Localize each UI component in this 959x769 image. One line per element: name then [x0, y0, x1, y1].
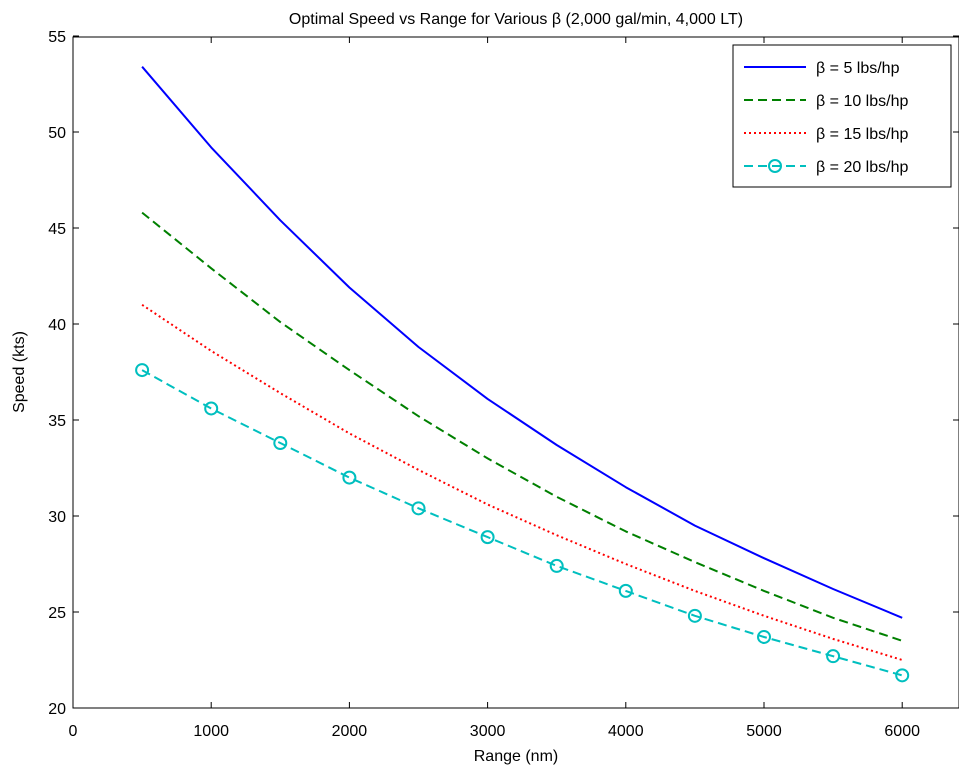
series-line: [141, 66, 903, 619]
series-line: [141, 303, 903, 661]
legend-entry: β = 15 lbs/hp: [744, 126, 908, 143]
series-3: [141, 303, 903, 661]
x-tick-label: 4000: [608, 723, 644, 740]
y-tick-label: 35: [48, 413, 66, 430]
series-2: [141, 211, 903, 642]
y-tick-label: 45: [48, 221, 66, 238]
y-axis-label: Speed (kts): [11, 331, 28, 413]
data-point-marker: [687, 608, 702, 623]
y-tick-label: 20: [48, 701, 66, 718]
x-tick-label: 2000: [332, 723, 368, 740]
data-point-marker: [618, 583, 633, 598]
data-series: [135, 66, 910, 683]
data-point-marker: [411, 501, 426, 516]
legend: β = 5 lbs/hp β = 10 lbs/hp β = 15 lbs/hp β …: [732, 44, 952, 188]
data-point-marker: [757, 629, 771, 644]
data-point-marker: [273, 436, 288, 451]
series-1: [141, 66, 903, 619]
y-tick-label: 50: [48, 125, 66, 142]
legend-entry: β = 5 lbs/hp: [744, 60, 900, 77]
x-tick-label: 5000: [746, 723, 782, 740]
series-line: [141, 369, 903, 677]
x-tick-label: 3000: [470, 723, 506, 740]
axis-ticks: 0 1000 2000 3000 4000 5000 6000 20 25 30 35 40 45 50 5…: [48, 29, 959, 740]
legend-entry: β = 10 lbs/hp: [744, 93, 908, 110]
x-tick-label: 1000: [193, 723, 229, 740]
data-point-marker: [342, 470, 357, 485]
data-point-marker: [135, 363, 150, 378]
legend-label: β = 20 lbs/hp: [816, 159, 908, 176]
data-point-marker: [895, 668, 910, 683]
series-4: [135, 363, 910, 683]
y-tick-label: 40: [48, 317, 66, 334]
data-point-marker: [480, 530, 495, 545]
legend-label: β = 5 lbs/hp: [816, 60, 900, 77]
x-tick-label: 0: [69, 723, 78, 740]
legend-entry: β = 20 lbs/hp: [744, 159, 908, 176]
y-tick-label: 30: [48, 509, 66, 526]
chart-title: Optimal Speed vs Range for Various β (2,…: [289, 11, 743, 28]
series-line: [141, 211, 903, 642]
x-axis-label: Range (nm): [474, 748, 558, 765]
data-point-marker: [826, 649, 841, 664]
data-point-marker: [204, 401, 219, 416]
y-tick-label: 25: [48, 605, 66, 622]
x-tick-label: 6000: [884, 723, 920, 740]
legend-label: β = 15 lbs/hp: [816, 126, 908, 143]
y-tick-label: 55: [48, 29, 66, 46]
legend-marker: [768, 159, 782, 173]
data-point-marker: [549, 558, 564, 573]
legend-label: β = 10 lbs/hp: [816, 93, 908, 110]
